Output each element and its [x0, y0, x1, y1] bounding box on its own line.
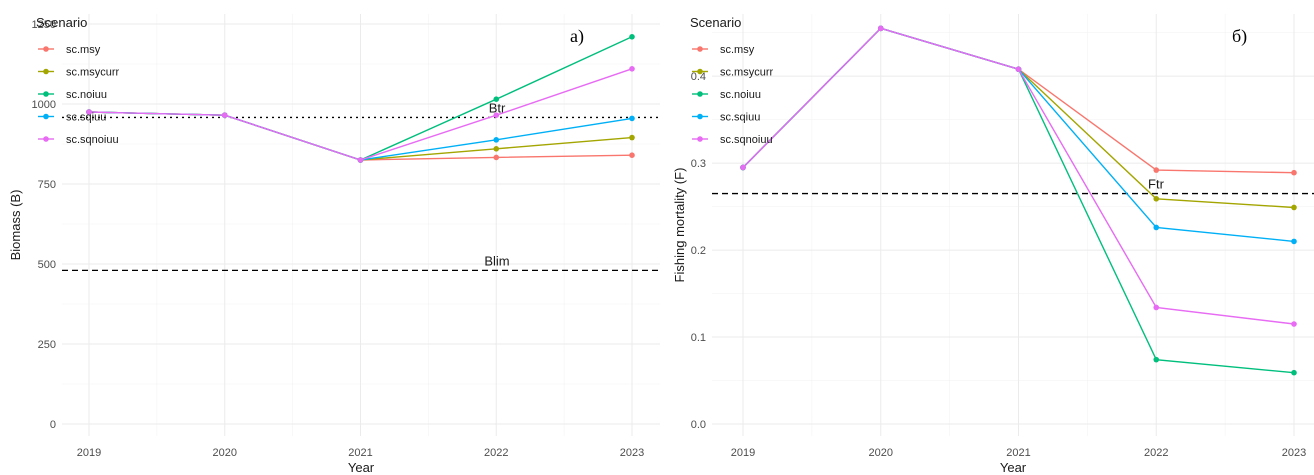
data-point-sc.sqnoiuu [493, 112, 500, 118]
legend-key-point [697, 136, 703, 142]
data-point-sc.msy [629, 152, 635, 158]
x-tick-label: 2019 [77, 447, 101, 459]
legend-key-point [43, 136, 49, 142]
legend-title: Scenario [690, 15, 741, 30]
legend-label: sc.sqnoiuu [66, 134, 119, 146]
data-point-sc.msy [1153, 167, 1160, 173]
data-point-sc.sqnoiuu [86, 109, 92, 115]
y-tick-label: 500 [38, 259, 56, 271]
legend-key-point [697, 91, 703, 97]
data-point-sc.noiuu [1291, 369, 1297, 376]
data-point-sc.sqnoiuu [1291, 321, 1297, 327]
legend-label: sc.noiuu [720, 89, 761, 101]
legend-title: Scenario [36, 15, 87, 30]
x-tick-label: 2019 [731, 447, 755, 459]
data-point-sc.sqnoiuu [1015, 66, 1022, 73]
data-point-sc.noiuu [629, 34, 635, 40]
x-tick-label: 2023 [620, 447, 644, 459]
data-point-sc.msycurr [493, 146, 500, 152]
reference-label-btr: Btr [489, 100, 506, 115]
x-axis-title: Year [1000, 460, 1027, 475]
data-point-sc.msy [493, 154, 500, 161]
data-point-sc.sqnoiuu [629, 66, 635, 72]
data-point-sc.msycurr [1153, 195, 1160, 202]
reference-label-blim: Blim [484, 253, 509, 268]
legend: Scenario sc.msy sc.msycurr sc.noiuu sc.sqiuu… [36, 15, 120, 146]
data-point-sc.msy [1291, 169, 1297, 176]
y-tick-label: 1000 [32, 99, 56, 111]
data-point-sc.sqiuu [493, 137, 500, 143]
data-point-sc.sqnoiuu [221, 112, 228, 118]
data-point-sc.sqiuu [1291, 238, 1297, 245]
data-point-sc.sqiuu [629, 115, 635, 122]
data-point-sc.msycurr [1291, 204, 1297, 211]
data-point-sc.sqiuu [1153, 224, 1160, 231]
x-tick-label: 2021 [1006, 447, 1030, 459]
y-tick-label: 250 [38, 339, 56, 351]
data-point-sc.sqnoiuu [740, 164, 746, 171]
legend-label: sc.sqiuu [720, 112, 760, 124]
y-axis-title: Biomass (B) [8, 190, 23, 261]
y-tick-label: 0.1 [691, 332, 706, 344]
legend-key-point [43, 113, 49, 120]
data-point-sc.msycurr [629, 134, 635, 141]
panel-a-biomass-chart: 0 250 500 750 1000 1250 2019 2020 2021 2022 2023 Ye… [8, 14, 660, 475]
data-point-sc.sqnoiuu [877, 25, 884, 32]
legend-label: sc.sqiuu [66, 112, 106, 124]
x-axis-title: Year [348, 460, 375, 475]
legend-key-point [697, 46, 703, 52]
y-tick-label: 1250 [32, 19, 56, 31]
legend-label: sc.msy [66, 44, 101, 56]
y-tick-label: 0.4 [691, 71, 706, 83]
legend-key-point [43, 91, 49, 97]
legend-key-point [43, 46, 49, 52]
panel-b-fishing-mortality-chart: 0.0 0.1 0.2 0.3 0.4 2019 2020 2021 2022 2023 Year F… [672, 14, 1314, 475]
legend-key-point [697, 113, 703, 120]
y-tick-label: 0 [50, 419, 56, 431]
x-tick-label: 2022 [484, 447, 508, 459]
legend: Scenario sc.msy sc.msycurr sc.noiuu sc.sqiuu… [690, 15, 774, 146]
x-tick-label: 2020 [213, 447, 237, 459]
data-point-sc.sqnoiuu [1153, 304, 1160, 311]
y-tick-label: 0.3 [691, 158, 706, 170]
legend-label: sc.msy [720, 44, 755, 56]
panel-tag: б) [1232, 26, 1247, 47]
x-tick-label: 2021 [348, 447, 372, 459]
legend-label: sc.sqnoiuu [720, 134, 773, 146]
legend-label: sc.msycurr [720, 67, 774, 79]
legend-label: sc.msycurr [66, 67, 120, 79]
data-point-sc.sqnoiuu [357, 157, 364, 163]
reference-label-ftr: Ftr [1148, 177, 1165, 192]
x-tick-label: 2022 [1144, 447, 1168, 459]
panel-tag: a) [570, 26, 584, 47]
legend-label: sc.noiuu [66, 89, 107, 101]
y-axis-title: Fishing mortality (F) [672, 168, 687, 283]
data-point-sc.noiuu [493, 96, 500, 102]
data-point-sc.noiuu [1153, 356, 1160, 363]
x-tick-label: 2020 [869, 447, 893, 459]
x-tick-label: 2023 [1282, 447, 1306, 459]
legend-key-point [43, 68, 49, 75]
y-tick-label: 750 [38, 179, 56, 191]
y-tick-label: 0.0 [691, 419, 706, 431]
y-tick-label: 0.2 [691, 245, 706, 257]
legend-key-point [697, 68, 703, 75]
